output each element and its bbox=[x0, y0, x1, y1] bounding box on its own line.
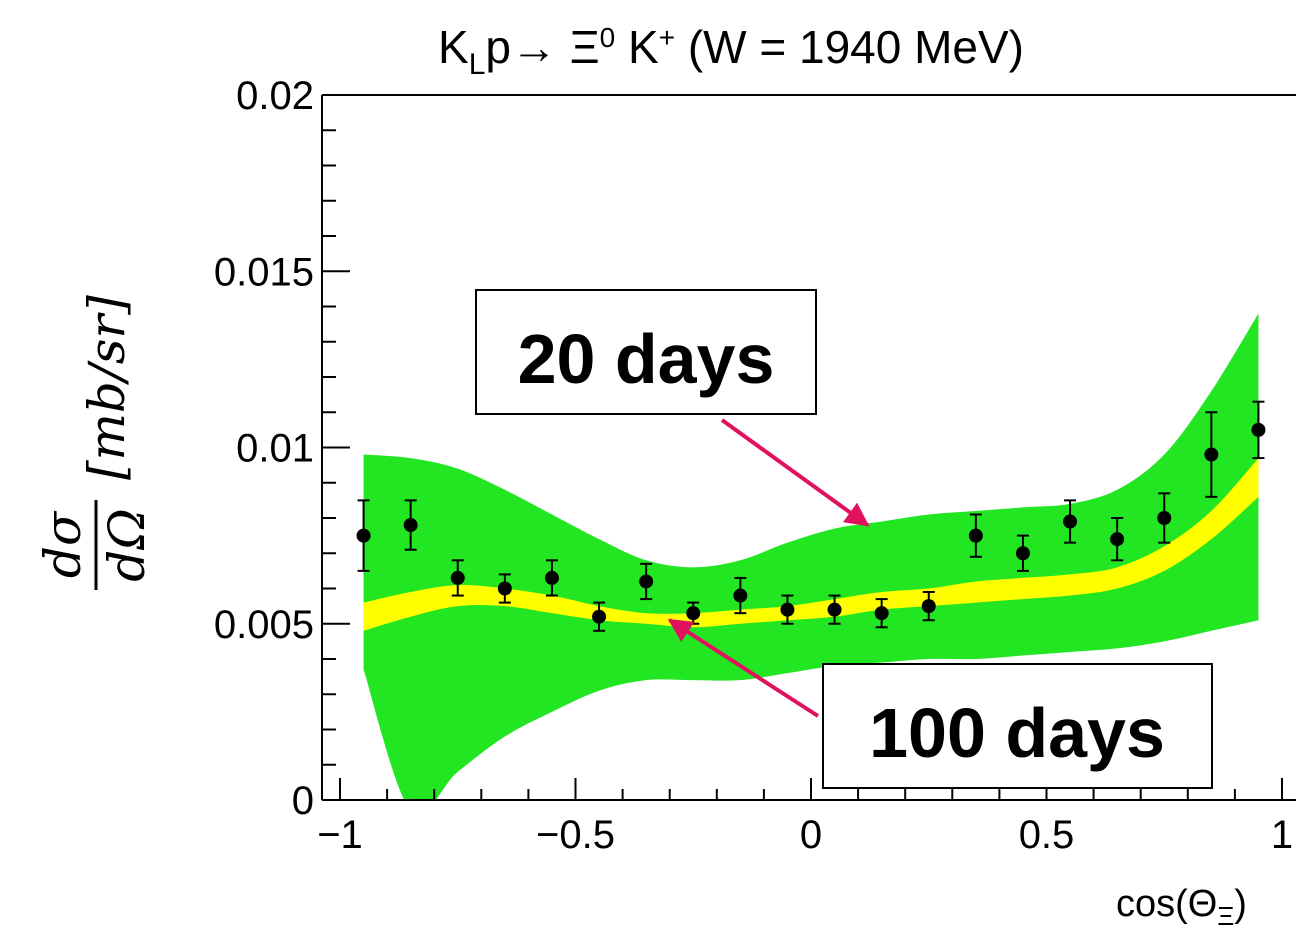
data-point bbox=[403, 518, 418, 533]
data-point bbox=[450, 570, 465, 585]
annotation-20-days: 20 days bbox=[518, 320, 775, 398]
uncertainty-bands bbox=[363, 313, 1259, 800]
data-point bbox=[1110, 532, 1125, 547]
chart-title: KLp→ Ξ0 K+ (W = 1940 MeV) bbox=[438, 21, 1024, 81]
x-axis-label: cos(ΘΞ) bbox=[1116, 883, 1247, 931]
x-tick-label: 0.5 bbox=[1019, 813, 1075, 857]
data-point bbox=[1251, 422, 1266, 437]
annotation-box-100-days bbox=[822, 663, 1213, 789]
x-tick-label: −0.5 bbox=[536, 813, 615, 857]
data-point bbox=[827, 602, 842, 617]
data-points bbox=[356, 400, 1266, 632]
data-point bbox=[968, 528, 983, 543]
data-point bbox=[639, 574, 654, 589]
data-point bbox=[686, 606, 701, 621]
y-tick-label: 0.005 bbox=[214, 603, 314, 647]
data-point bbox=[544, 570, 559, 585]
data-point bbox=[356, 528, 371, 543]
y-axis-label: dσ dΩ [mb/sr] bbox=[34, 295, 156, 590]
arrow-100-days bbox=[667, 618, 820, 718]
y-label-unit: [mb/sr] bbox=[78, 295, 136, 480]
y-tick-label: 0.015 bbox=[214, 250, 314, 294]
data-point bbox=[1204, 447, 1219, 462]
y-tick-label: 0.02 bbox=[236, 74, 314, 118]
x-tick-label: 0 bbox=[800, 813, 822, 857]
axes: 0 0.005 0.01 0.015 0.02 −1 −0.5 0 0.5 1 bbox=[214, 74, 1296, 857]
data-point bbox=[497, 581, 512, 596]
data-point bbox=[1063, 514, 1078, 529]
data-point bbox=[874, 606, 889, 621]
y-label-numerator: dσ bbox=[34, 510, 92, 578]
y-label-denominator: dΩ bbox=[98, 508, 156, 581]
data-point bbox=[921, 599, 936, 614]
y-tick-label: 0.01 bbox=[236, 427, 314, 471]
band-100-days bbox=[363, 458, 1259, 631]
y-tick-label: 0 bbox=[292, 779, 314, 823]
data-point bbox=[733, 588, 748, 603]
annotations: 20 days 100 days bbox=[475, 289, 1213, 789]
data-point bbox=[592, 609, 607, 624]
annotation-box-20-days bbox=[475, 289, 817, 415]
x-tick-label: 1 bbox=[1271, 813, 1293, 857]
band-20-days bbox=[363, 313, 1259, 800]
annotation-100-days: 100 days bbox=[869, 694, 1165, 772]
data-point bbox=[1015, 546, 1030, 561]
arrow-20-days bbox=[720, 418, 870, 527]
data-point bbox=[780, 602, 795, 617]
data-point bbox=[1157, 511, 1172, 525]
x-tick-label: −1 bbox=[317, 813, 363, 857]
